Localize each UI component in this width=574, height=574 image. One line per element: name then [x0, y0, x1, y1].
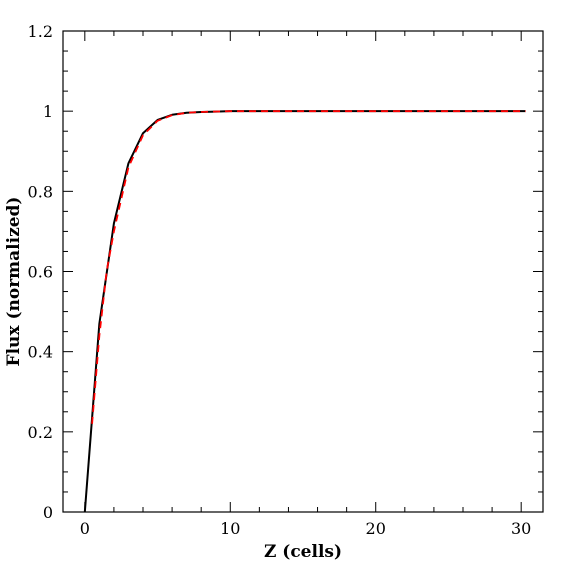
x-tick-label: 10	[220, 519, 240, 538]
x-tick-label: 20	[366, 519, 386, 538]
y-tick-labels: 0 0.2 0.4 0.6 0.8 1 1.2	[28, 22, 53, 522]
series-line-black-solid	[83, 110, 526, 513]
y-tick-label: 0.6	[28, 263, 53, 282]
x-axis-title: Z (cells)	[264, 542, 342, 562]
x-tick-label: 30	[511, 519, 531, 538]
x-tick-label: 0	[80, 519, 90, 538]
y-tick-label: 1.2	[28, 22, 53, 41]
y-tick-label: 0.2	[28, 423, 53, 442]
x-tick-labels: 0 10 20 30	[80, 519, 532, 538]
axis-ticks	[63, 30, 543, 513]
y-tick-label: 0.4	[28, 343, 53, 362]
y-tick-label: 0.8	[28, 182, 53, 201]
series-line-red-dashed	[91, 110, 526, 424]
plot-frame	[62, 30, 544, 513]
y-axis-title: Flux (normalized)	[4, 197, 24, 367]
series-layer	[83, 110, 526, 513]
y-tick-label: 0	[43, 503, 53, 522]
y-tick-label: 1	[43, 102, 53, 121]
